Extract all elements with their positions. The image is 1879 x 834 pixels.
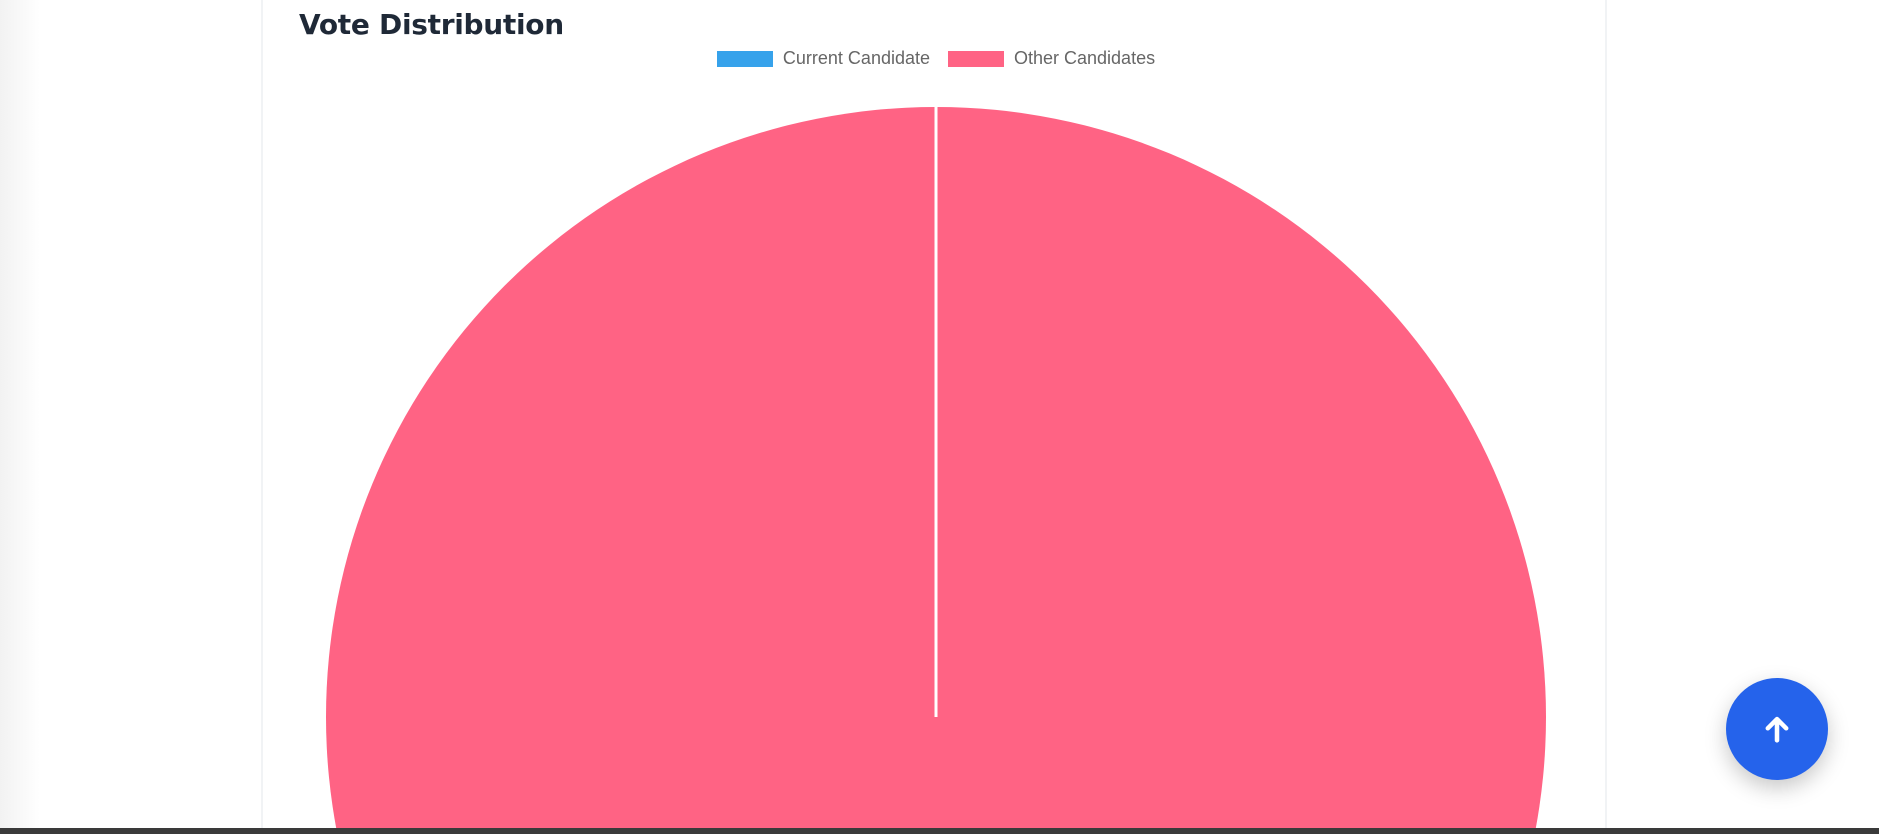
vote-distribution-pie-chart	[263, 0, 1609, 828]
vote-distribution-card: Vote Distribution Current Candidate Othe…	[261, 0, 1607, 828]
page-margin-shade	[0, 0, 40, 828]
scroll-to-top-button[interactable]	[1726, 678, 1828, 780]
arrow-up-icon	[1760, 712, 1794, 746]
window-bottom-edge	[0, 828, 1879, 834]
